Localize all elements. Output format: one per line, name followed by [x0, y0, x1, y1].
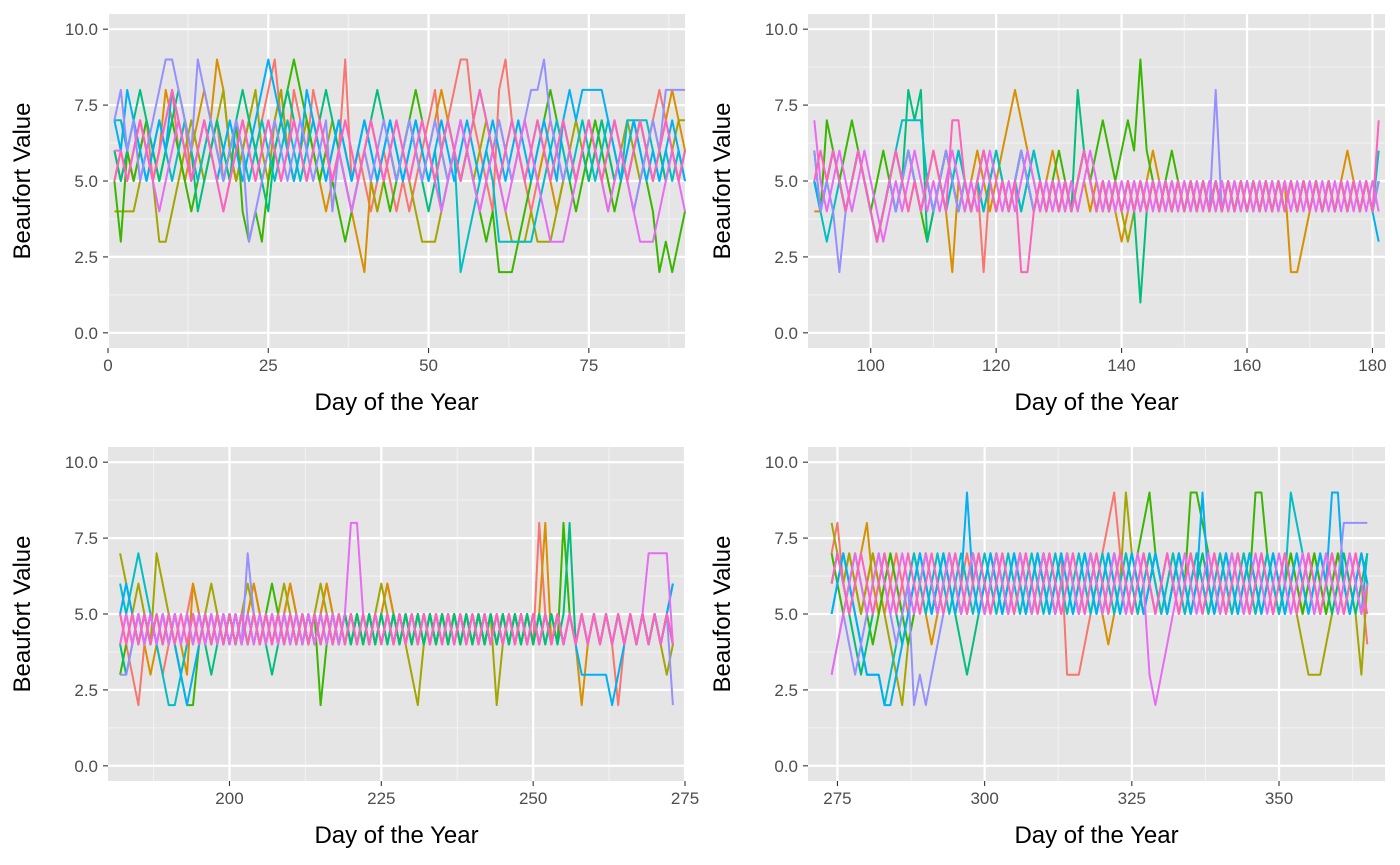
x-tick-label: 50 [419, 356, 438, 375]
y-tick-label: 10.0 [65, 20, 98, 39]
x-tick-label: 350 [1265, 789, 1293, 808]
y-tick-label: 0.0 [74, 757, 98, 776]
x-axis-title: Day of the Year [1014, 822, 1178, 849]
chart-panel-3: 200 225 250 275 0.0 2.5 5.0 7.5 10.0 Day of the Y… [9, 447, 699, 849]
x-tick-label: 180 [1358, 356, 1386, 375]
series-line-10 [113, 88, 686, 213]
x-tick-label: 120 [982, 356, 1010, 375]
y-axis-title: Beaufort Value [9, 103, 36, 260]
x-axis-title: Day of the Year [314, 822, 478, 849]
y-tick-label: 2.5 [74, 681, 98, 700]
y-tick-label: 5.0 [774, 605, 798, 624]
series-line-9 [813, 120, 1380, 243]
series-line-9 [830, 552, 1369, 707]
y-axis-title: Beaufort Value [709, 536, 736, 693]
y-tick-label: 10.0 [765, 453, 798, 472]
x-tick-label: 100 [857, 356, 885, 375]
y-tick-label: 7.5 [774, 96, 798, 115]
x-axis-title: Day of the Year [314, 389, 478, 416]
x-tick-label: 250 [519, 789, 547, 808]
y-tick-label: 2.5 [774, 248, 798, 267]
x-tick-label: 300 [970, 789, 998, 808]
y-tick-label: 0.0 [774, 324, 798, 343]
x-tick-label: 75 [579, 356, 598, 375]
x-tick-label: 160 [1233, 356, 1261, 375]
x-tick-label: 25 [259, 356, 278, 375]
y-tick-label: 7.5 [74, 529, 98, 548]
chart-panel-4: 275 300 325 350 0.0 2.5 5.0 7.5 10.0 Day of the Y… [709, 447, 1385, 849]
series-line-10 [119, 613, 674, 646]
chart-panel-1: 0 25 50 75 0.0 2.5 5.0 7.5 10.0 Day of the Year Be… [9, 14, 686, 416]
y-tick-label: 10.0 [765, 20, 798, 39]
y-tick-label: 10.0 [65, 453, 98, 472]
y-axis-title: Beaufort Value [709, 103, 736, 260]
series-line-10 [813, 119, 1380, 274]
y-tick-label: 2.5 [774, 681, 798, 700]
y-tick-label: 5.0 [74, 172, 98, 191]
series-line-10 [830, 552, 1369, 615]
chart-panel-2: 100 120 140 160 180 0.0 2.5 5.0 7.5 10.0 Day of th… [709, 14, 1387, 416]
x-tick-label: 200 [215, 789, 243, 808]
x-tick-label: 0 [103, 356, 112, 375]
y-tick-label: 5.0 [774, 172, 798, 191]
x-tick-label: 140 [1107, 356, 1135, 375]
y-tick-label: 0.0 [74, 324, 98, 343]
y-axis-title: Beaufort Value [9, 536, 36, 693]
y-tick-label: 5.0 [74, 605, 98, 624]
x-axis-title: Day of the Year [1014, 389, 1178, 416]
x-tick-label: 225 [367, 789, 395, 808]
y-tick-label: 7.5 [74, 96, 98, 115]
x-tick-label: 275 [671, 789, 699, 808]
y-tick-label: 2.5 [74, 248, 98, 267]
y-tick-label: 0.0 [774, 757, 798, 776]
y-tick-label: 7.5 [774, 529, 798, 548]
x-tick-label: 325 [1118, 789, 1146, 808]
x-tick-label: 275 [823, 789, 851, 808]
